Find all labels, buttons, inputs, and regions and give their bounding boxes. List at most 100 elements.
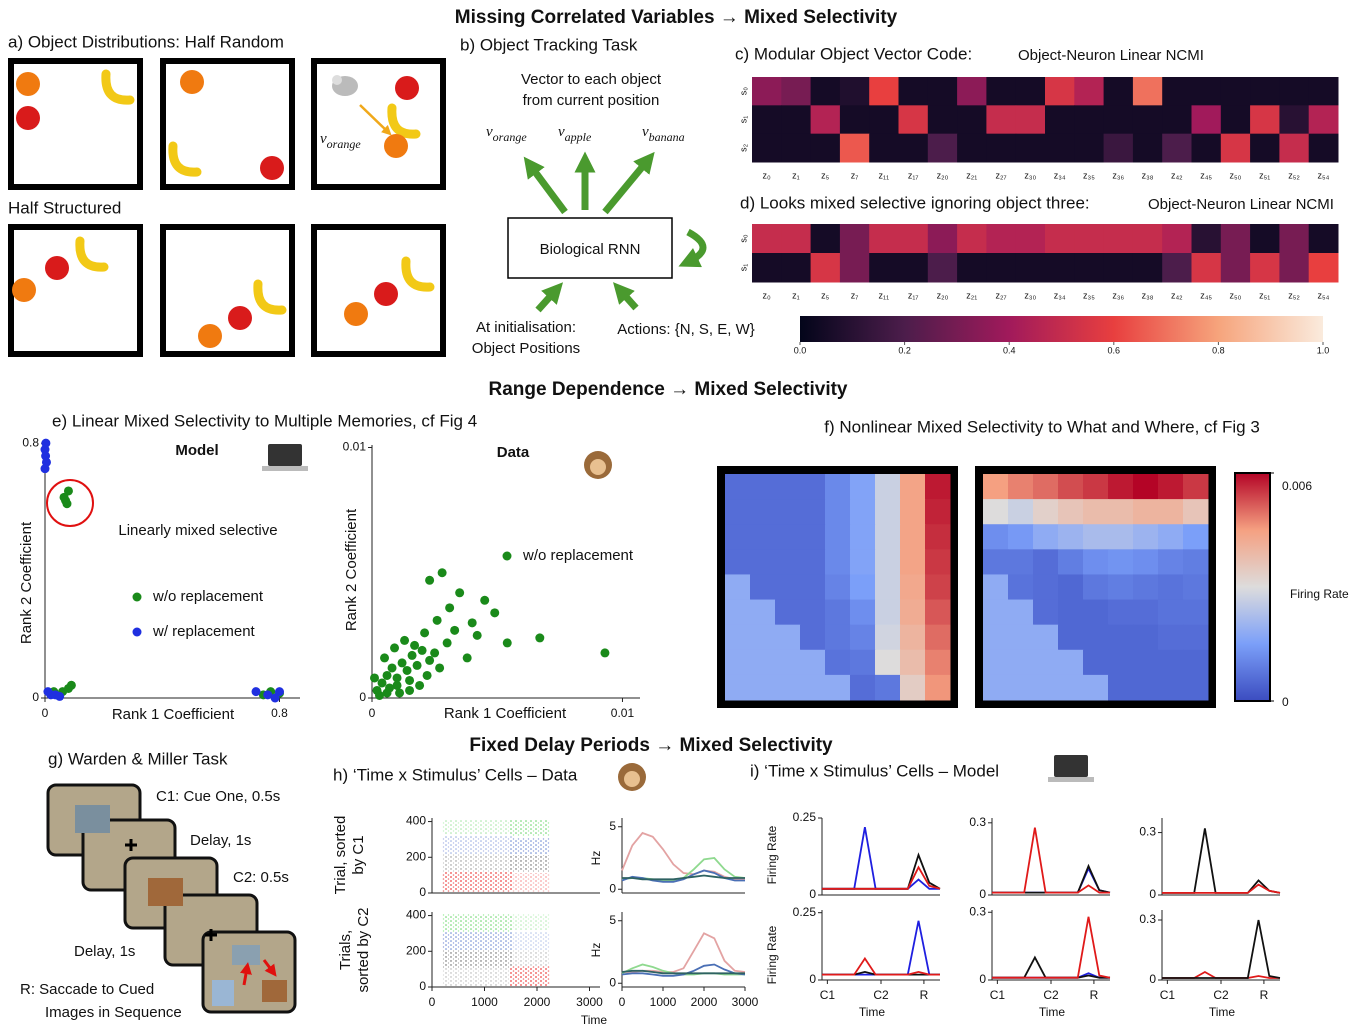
x-tick-label: C2 bbox=[1213, 988, 1229, 1002]
heat-cell bbox=[1058, 524, 1084, 550]
x-tick-label: 0 bbox=[369, 706, 376, 720]
actions-label: Actions: {N, S, E, W} bbox=[617, 321, 755, 338]
heat-cell bbox=[1008, 599, 1034, 626]
heat-cell bbox=[1250, 105, 1280, 135]
x-tick-label: R bbox=[1090, 988, 1099, 1002]
point bbox=[472, 630, 482, 640]
apple-icon bbox=[16, 106, 40, 130]
heat-cell bbox=[925, 599, 951, 626]
y-tick-label: 0.3 bbox=[969, 815, 986, 829]
heat-cell bbox=[810, 133, 841, 163]
heat-cell bbox=[1133, 649, 1159, 676]
point bbox=[425, 575, 435, 585]
x-tick-label: C1 bbox=[1160, 988, 1176, 1002]
heat-cell bbox=[1158, 474, 1184, 500]
heat-cell bbox=[725, 549, 751, 575]
point bbox=[55, 691, 65, 701]
heat-cell bbox=[1158, 499, 1184, 525]
point bbox=[370, 673, 380, 683]
heat-cell bbox=[1162, 253, 1192, 283]
point bbox=[380, 653, 390, 663]
banana-icon bbox=[101, 69, 135, 105]
heat-cell bbox=[1058, 474, 1084, 500]
heat-cell bbox=[825, 474, 851, 500]
heat-cell bbox=[1015, 133, 1046, 163]
heat-cell bbox=[1074, 224, 1105, 254]
x-tick-label: 0 bbox=[619, 995, 626, 1009]
orange-icon bbox=[12, 278, 36, 302]
vector-label: vorange bbox=[320, 131, 361, 150]
heat-cell bbox=[898, 133, 929, 163]
heat-cell bbox=[1008, 549, 1034, 575]
line-series bbox=[822, 865, 941, 890]
point bbox=[395, 688, 405, 698]
recurrent-arrow bbox=[678, 228, 707, 268]
heat-cell bbox=[1008, 649, 1034, 676]
point bbox=[490, 608, 500, 618]
heat-cell bbox=[1015, 253, 1046, 283]
heat-cell bbox=[1133, 499, 1159, 525]
heat-cell bbox=[1108, 549, 1134, 575]
heat-cell bbox=[1183, 549, 1209, 575]
y-tick-label: 0.3 bbox=[969, 904, 986, 918]
orange-icon bbox=[180, 70, 204, 94]
y-tick-label: 0 bbox=[359, 690, 366, 704]
apple-icon bbox=[260, 156, 284, 180]
column-label: z₅ bbox=[821, 170, 830, 180]
heat-cell bbox=[869, 77, 899, 106]
heat-cell bbox=[1103, 253, 1134, 283]
heat-cell bbox=[1158, 599, 1184, 626]
heat-cell bbox=[900, 524, 926, 550]
y-axis-label: Trials, bbox=[337, 930, 354, 970]
colorbar-tick-label: 0.6 bbox=[1108, 345, 1121, 355]
colorbar-tick-label: 0.006 bbox=[1282, 479, 1312, 493]
colorbar-label: Firing Rate bbox=[1290, 587, 1349, 601]
y-axis-label: sorted by C2 bbox=[355, 907, 372, 992]
heat-cell bbox=[1083, 549, 1109, 575]
heat-cell bbox=[898, 224, 929, 254]
heat-cell bbox=[810, 77, 841, 106]
heat-cell bbox=[1279, 133, 1310, 163]
point bbox=[502, 638, 512, 648]
column-label: z₃₆ bbox=[1112, 170, 1124, 180]
heat-cell bbox=[925, 549, 951, 575]
heat-cell bbox=[925, 674, 951, 701]
heat-cell bbox=[1058, 574, 1084, 601]
line-series bbox=[822, 920, 940, 976]
heat-cell bbox=[983, 674, 1009, 701]
cue-image bbox=[262, 980, 287, 1002]
line-series bbox=[1162, 883, 1281, 894]
row-label: s₂ bbox=[738, 143, 748, 152]
heat-cell bbox=[752, 253, 782, 283]
x-axis-label: Time bbox=[1209, 1005, 1236, 1019]
y-axis-label: Hz bbox=[589, 851, 603, 866]
heat-cell bbox=[825, 524, 851, 550]
point bbox=[66, 680, 76, 690]
heat-cell bbox=[900, 549, 926, 575]
heat-cell bbox=[800, 549, 826, 575]
heat-cell bbox=[869, 105, 899, 135]
y-axis-label: Rank 2 Coefficient bbox=[343, 508, 360, 631]
column-label: z₀ bbox=[763, 290, 772, 300]
y-tick-label: 0 bbox=[609, 975, 616, 989]
point bbox=[432, 615, 442, 625]
heat-cell bbox=[900, 499, 926, 525]
y-tick-label: 200 bbox=[406, 943, 426, 957]
heat-cell bbox=[1132, 224, 1163, 254]
y-tick-label: 0 bbox=[809, 972, 816, 986]
heat-cell bbox=[1008, 574, 1034, 601]
heat-cell bbox=[1133, 674, 1159, 701]
vector-label: vbanana bbox=[642, 124, 685, 143]
banana-icon bbox=[401, 256, 435, 292]
step-label: Images in Sequence bbox=[45, 1004, 182, 1021]
column-label: z₃₅ bbox=[1083, 170, 1095, 180]
input-label: Object Positions bbox=[472, 340, 580, 357]
heat-cell bbox=[869, 224, 899, 254]
heat-cell bbox=[825, 649, 851, 676]
heat-cell bbox=[1132, 133, 1163, 163]
column-label: z₁₇ bbox=[908, 290, 919, 300]
y-tick-label: 0 bbox=[419, 979, 426, 993]
colorbar-tick-label: 0 bbox=[1282, 695, 1289, 709]
heat-cell bbox=[927, 253, 958, 283]
x-tick-label: 2000 bbox=[524, 995, 551, 1009]
